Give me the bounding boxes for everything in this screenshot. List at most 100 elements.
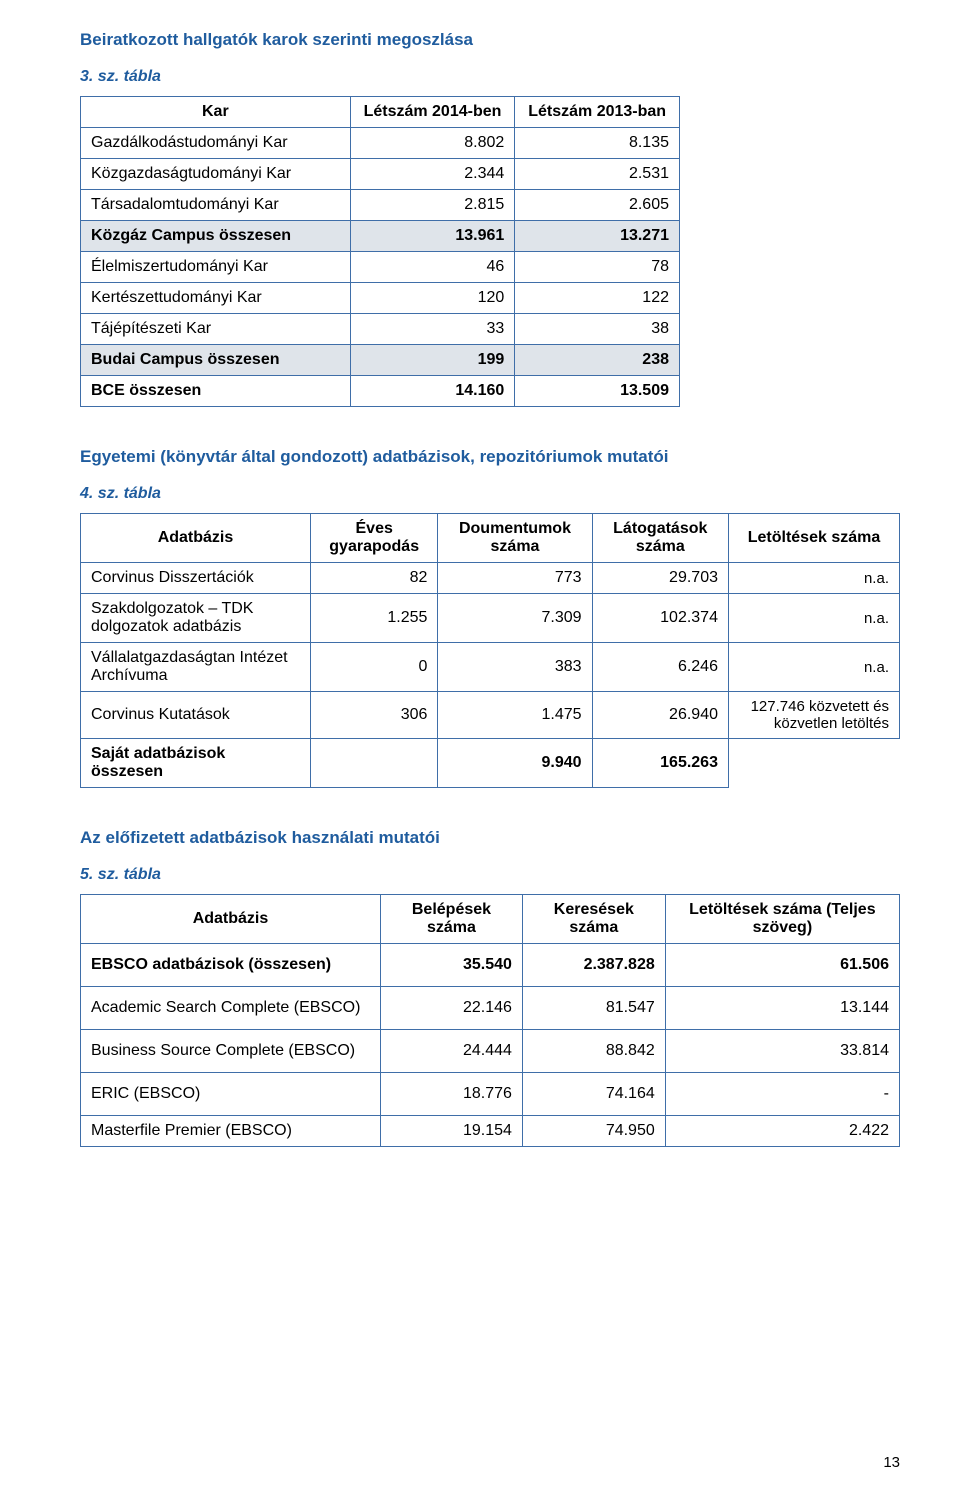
table3: Adatbázis Belépések száma Keresések szám… xyxy=(80,894,900,1147)
cell: 127.746 közvetett és közvetlen letöltés xyxy=(728,692,899,739)
cell: 2.344 xyxy=(350,159,515,190)
table-row: Társadalomtudományi Kar2.8152.605 xyxy=(81,190,680,221)
cell xyxy=(311,739,438,788)
cell: Közgáz Campus összesen xyxy=(81,221,351,252)
table-row: Academic Search Complete (EBSCO)22.14681… xyxy=(81,987,900,1030)
cell: 46 xyxy=(350,252,515,283)
cell: 19.154 xyxy=(381,1116,523,1147)
cell: 8.802 xyxy=(350,128,515,159)
cell: 238 xyxy=(515,345,680,376)
cell: 13.509 xyxy=(515,376,680,407)
cell: Közgazdaságtudományi Kar xyxy=(81,159,351,190)
table-row: BCE összesen14.16013.509 xyxy=(81,376,680,407)
table-row: EBSCO adatbázisok (összesen)35.5402.387.… xyxy=(81,944,900,987)
cell: 165.263 xyxy=(592,739,728,788)
table-row: Szakdolgozatok – TDK dolgozatok adatbázi… xyxy=(81,594,900,643)
cell: 35.540 xyxy=(381,944,523,987)
cell: 383 xyxy=(438,643,592,692)
table-row: Adatbázis Belépések száma Keresések szám… xyxy=(81,895,900,944)
cell: Tájépítészeti Kar xyxy=(81,314,351,345)
table-row: Kar Létszám 2014-ben Létszám 2013-ban xyxy=(81,97,680,128)
table-row: Saját adatbázisok összesen9.940165.263 xyxy=(81,739,900,788)
cell: n.a. xyxy=(728,643,899,692)
cell: 29.703 xyxy=(592,563,728,594)
cell: Corvinus Kutatások xyxy=(81,692,311,739)
table-row: Budai Campus összesen199238 xyxy=(81,345,680,376)
table-row: Adatbázis Éves gyarapodás Doumentumok sz… xyxy=(81,514,900,563)
cell: 2.387.828 xyxy=(522,944,665,987)
cell: 1.475 xyxy=(438,692,592,739)
cell: 14.160 xyxy=(350,376,515,407)
cell: 26.940 xyxy=(592,692,728,739)
cell: Kertészettudományi Kar xyxy=(81,283,351,314)
cell: ERIC (EBSCO) xyxy=(81,1073,381,1116)
col-header: Létszám 2014-ben xyxy=(350,97,515,128)
cell: 88.842 xyxy=(522,1030,665,1073)
table-row: Élelmiszertudományi Kar4678 xyxy=(81,252,680,283)
table1: Kar Létszám 2014-ben Létszám 2013-ban Ga… xyxy=(80,96,680,407)
cell: 306 xyxy=(311,692,438,739)
cell: Corvinus Disszertációk xyxy=(81,563,311,594)
cell: 78 xyxy=(515,252,680,283)
cell: 120 xyxy=(350,283,515,314)
cell: 24.444 xyxy=(381,1030,523,1073)
cell: 33 xyxy=(350,314,515,345)
cell: 82 xyxy=(311,563,438,594)
col-header: Éves gyarapodás xyxy=(311,514,438,563)
cell: 22.146 xyxy=(381,987,523,1030)
cell: Szakdolgozatok – TDK dolgozatok adatbázi… xyxy=(81,594,311,643)
col-header: Kar xyxy=(81,97,351,128)
cell xyxy=(728,739,899,788)
cell: 33.814 xyxy=(665,1030,899,1073)
cell: 0 xyxy=(311,643,438,692)
cell: EBSCO adatbázisok (összesen) xyxy=(81,944,381,987)
cell: 2.605 xyxy=(515,190,680,221)
col-header: Adatbázis xyxy=(81,895,381,944)
cell: 13.961 xyxy=(350,221,515,252)
cell: 1.255 xyxy=(311,594,438,643)
col-header: Belépések száma xyxy=(381,895,523,944)
table-row: Masterfile Premier (EBSCO)19.15474.9502.… xyxy=(81,1116,900,1147)
table-row: Tájépítészeti Kar3338 xyxy=(81,314,680,345)
cell: BCE összesen xyxy=(81,376,351,407)
cell: Vállalatgazdaságtan Intézet Archívuma xyxy=(81,643,311,692)
cell: n.a. xyxy=(728,594,899,643)
col-header: Doumentumok száma xyxy=(438,514,592,563)
section2-title: Egyetemi (könyvtár által gondozott) adat… xyxy=(80,447,900,467)
cell: 2.422 xyxy=(665,1116,899,1147)
cell: Budai Campus összesen xyxy=(81,345,351,376)
table-row: ERIC (EBSCO)18.77674.164- xyxy=(81,1073,900,1116)
page-number: 13 xyxy=(883,1454,900,1471)
section3-title: Az előfizetett adatbázisok használati mu… xyxy=(80,828,900,848)
cell: Academic Search Complete (EBSCO) xyxy=(81,987,381,1030)
cell: 102.374 xyxy=(592,594,728,643)
table-row: Közgazdaságtudományi Kar2.3442.531 xyxy=(81,159,680,190)
cell: 6.246 xyxy=(592,643,728,692)
table-row: Corvinus Disszertációk8277329.703n.a. xyxy=(81,563,900,594)
col-header: Keresések száma xyxy=(522,895,665,944)
cell: 13.144 xyxy=(665,987,899,1030)
cell: Élelmiszertudományi Kar xyxy=(81,252,351,283)
cell: Társadalomtudományi Kar xyxy=(81,190,351,221)
cell: 81.547 xyxy=(522,987,665,1030)
table-row: Kertészettudományi Kar120122 xyxy=(81,283,680,314)
col-header: Látogatások száma xyxy=(592,514,728,563)
cell: 74.164 xyxy=(522,1073,665,1116)
table-row: Közgáz Campus összesen13.96113.271 xyxy=(81,221,680,252)
cell: - xyxy=(665,1073,899,1116)
table-row: Gazdálkodástudományi Kar8.8028.135 xyxy=(81,128,680,159)
table1-caption: 3. sz. tábla xyxy=(80,68,900,86)
cell: Business Source Complete (EBSCO) xyxy=(81,1030,381,1073)
cell: Gazdálkodástudományi Kar xyxy=(81,128,351,159)
cell: 9.940 xyxy=(438,739,592,788)
cell: 18.776 xyxy=(381,1073,523,1116)
cell: 773 xyxy=(438,563,592,594)
cell: 2.815 xyxy=(350,190,515,221)
table2: Adatbázis Éves gyarapodás Doumentumok sz… xyxy=(80,513,900,788)
cell: Masterfile Premier (EBSCO) xyxy=(81,1116,381,1147)
cell: 122 xyxy=(515,283,680,314)
table3-caption: 5. sz. tábla xyxy=(80,866,900,884)
cell: 8.135 xyxy=(515,128,680,159)
section1-title: Beiratkozott hallgatók karok szerinti me… xyxy=(80,30,900,50)
cell: 61.506 xyxy=(665,944,899,987)
